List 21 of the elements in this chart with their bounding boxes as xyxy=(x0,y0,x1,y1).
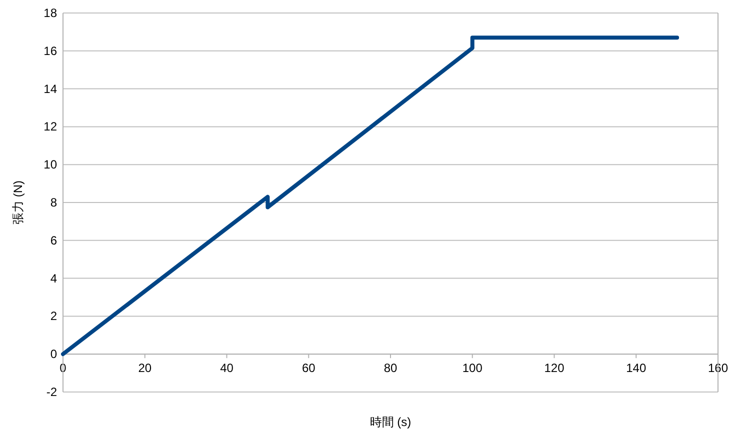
y-tick-label: 14 xyxy=(44,82,58,96)
x-tick-label: 20 xyxy=(138,361,152,376)
y-tick-label: 16 xyxy=(44,44,58,58)
x-tick-label: 120 xyxy=(544,361,565,376)
x-tick-label: 80 xyxy=(384,361,398,376)
x-axis-title: 時間 (s) xyxy=(370,415,412,429)
y-tick-label: -2 xyxy=(46,385,58,399)
y-tick-label: 12 xyxy=(44,120,58,134)
y-tick-label: 6 xyxy=(50,233,58,248)
y-tick-label: 4 xyxy=(50,271,58,286)
x-tick-label: 140 xyxy=(626,361,646,376)
y-tick-label: 8 xyxy=(50,196,58,210)
x-tick-label: 40 xyxy=(220,361,234,376)
x-tick-label: 60 xyxy=(302,361,316,376)
y-tick-label: 18 xyxy=(44,6,58,20)
y-tick-label: 0 xyxy=(50,347,58,362)
y-axis-title: 張力 (N) xyxy=(11,180,25,224)
line-series xyxy=(61,36,680,356)
y-tick-label: 10 xyxy=(44,158,58,172)
x-tick-label: 100 xyxy=(462,361,483,376)
y-tick-label: 2 xyxy=(50,309,58,324)
